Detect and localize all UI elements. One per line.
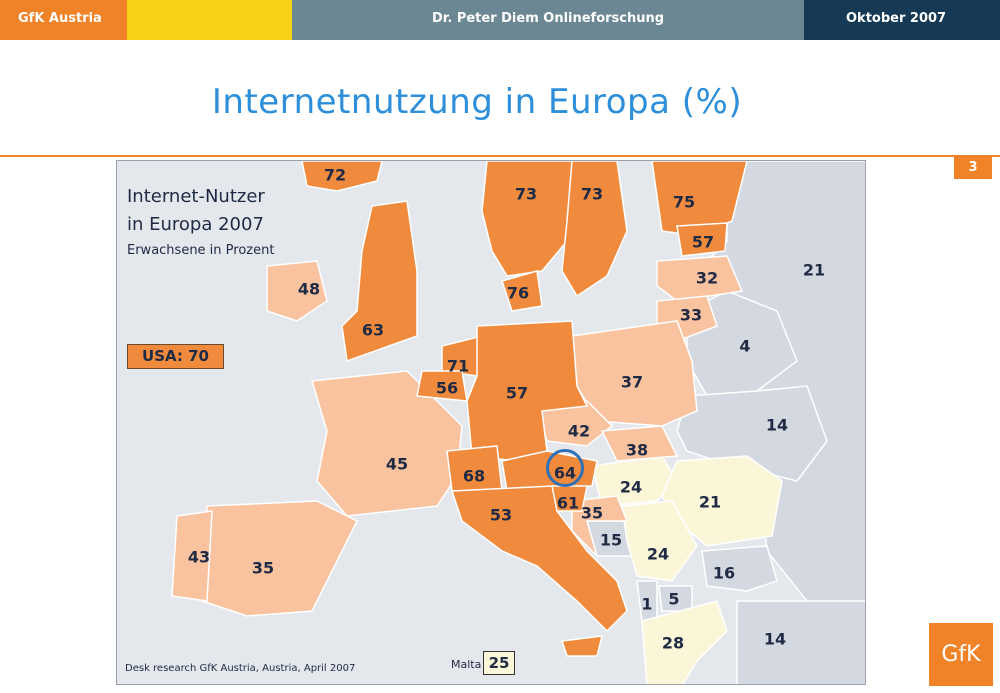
- country-value: 42: [567, 421, 591, 441]
- header-yellow-segment: [127, 0, 292, 40]
- country-value: 4: [739, 336, 751, 356]
- country-value: 43: [187, 547, 211, 567]
- denmark-shape: [501, 270, 543, 312]
- header-left-segment: GfK Austria: [0, 0, 127, 40]
- sicily-shape: [560, 635, 603, 657]
- italy-shape: [450, 485, 628, 633]
- romania-shape: [661, 455, 783, 547]
- country-value: 71: [446, 356, 470, 376]
- portugal-shape: [171, 510, 213, 602]
- country-value: 33: [679, 305, 703, 325]
- title-divider: [0, 155, 1000, 157]
- europe-map-shapes: [171, 161, 865, 684]
- country-value: 45: [385, 454, 409, 474]
- header-bar: GfK Austria Dr. Peter Diem Onlineforschu…: [0, 0, 1000, 40]
- country-value: 15: [599, 530, 623, 550]
- greece-shape: [641, 600, 728, 684]
- latvia-shape: [656, 255, 744, 302]
- country-value: 72: [323, 165, 347, 185]
- turkey-shape: [736, 600, 865, 684]
- country-value: 76: [506, 283, 530, 303]
- bulgaria-shape: [701, 545, 778, 592]
- country-value: 21: [802, 260, 826, 280]
- slovakia-shape: [600, 425, 679, 462]
- country-value: 37: [620, 372, 644, 392]
- country-value: 16: [712, 563, 736, 583]
- map-title: Internet-Nutzer in Europa 2007: [127, 183, 265, 239]
- country-value: 14: [765, 415, 789, 435]
- country-value: 56: [435, 378, 459, 398]
- header-left-label: GfK Austria: [18, 11, 102, 26]
- country-value: 48: [297, 279, 321, 299]
- country-value: 32: [695, 268, 719, 288]
- page-number: 3: [954, 157, 992, 179]
- header-center-label: Dr. Peter Diem Onlineforschung: [432, 11, 665, 26]
- norway-shape: [481, 161, 573, 277]
- gfk-logo: GfK: [929, 623, 993, 686]
- malta-value-box: 25: [483, 651, 515, 675]
- estonia-shape: [676, 222, 728, 257]
- country-value: 73: [514, 184, 538, 204]
- serbia-shape: [621, 500, 698, 582]
- iceland-shape: [301, 161, 383, 192]
- header-right-segment: Oktober 2007: [804, 0, 1000, 40]
- country-value: 64: [553, 463, 577, 483]
- country-value: 57: [691, 232, 715, 252]
- country-value: 5: [668, 589, 680, 609]
- ireland-shape: [266, 260, 328, 322]
- country-value: 28: [661, 633, 685, 653]
- ukraine-shape: [676, 385, 828, 482]
- country-value: 1: [641, 594, 653, 614]
- country-value: 35: [580, 503, 604, 523]
- source-note: Desk research GfK Austria, Austria, Apri…: [125, 663, 356, 674]
- europe-map: Internet-Nutzer in Europa 2007 Erwachsen…: [116, 160, 866, 685]
- country-value: 24: [646, 544, 670, 564]
- slide-title: Internetnutzung in Europa (%): [211, 82, 743, 122]
- country-value: 38: [625, 440, 649, 460]
- country-value: 57: [505, 383, 529, 403]
- country-value: 73: [580, 184, 604, 204]
- country-value: 14: [763, 629, 787, 649]
- map-title-line1: Internet-Nutzer: [127, 186, 265, 207]
- country-value: 68: [462, 466, 486, 486]
- uk-shape: [341, 200, 418, 363]
- country-value: 21: [698, 492, 722, 512]
- country-value: 24: [619, 477, 643, 497]
- usa-value-box: USA: 70: [127, 344, 224, 369]
- country-value: 61: [556, 493, 580, 513]
- country-value: 35: [251, 558, 275, 578]
- country-value: 53: [489, 505, 513, 525]
- austria-highlight-ring: [546, 449, 584, 487]
- header-right-label: Oktober 2007: [846, 11, 947, 26]
- country-value: 75: [672, 192, 696, 212]
- map-subtitle: Erwachsene in Prozent: [127, 243, 275, 258]
- header-center-segment: Dr. Peter Diem Onlineforschung: [292, 0, 804, 40]
- sweden-shape: [561, 161, 628, 298]
- country-value: 63: [361, 320, 385, 340]
- malta-label: Malta: [451, 658, 482, 671]
- map-title-line2: in Europa 2007: [127, 214, 264, 235]
- spain-shape: [201, 500, 359, 617]
